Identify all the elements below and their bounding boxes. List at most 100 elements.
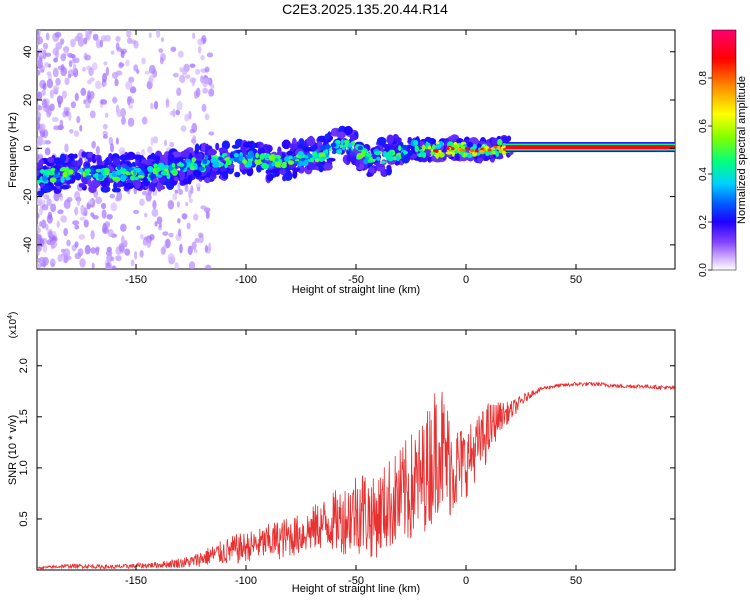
heat-cell (65, 176, 71, 181)
heat-cell (151, 208, 159, 217)
heat-cell (37, 69, 41, 76)
heat-cell (380, 160, 386, 164)
x-tick-label: -100 (235, 575, 257, 587)
heat-cell (125, 59, 130, 67)
heat-cell (179, 243, 183, 254)
heat-cell (179, 163, 185, 167)
y-tick-label: 1.0 (18, 460, 30, 475)
heat-cell (479, 149, 484, 153)
heat-cell (106, 254, 113, 262)
heat-cell (402, 144, 408, 149)
heat-cell (95, 168, 102, 173)
heat-cell (156, 30, 161, 38)
heat-cell (38, 123, 46, 132)
heat-cell (90, 247, 97, 254)
heat-cell (51, 116, 59, 123)
heat-cell (132, 154, 143, 160)
heat-cell (115, 255, 122, 262)
heat-cell (46, 78, 54, 89)
heat-cell (88, 198, 94, 205)
heat-cell (160, 170, 168, 176)
heat-cell (85, 30, 90, 40)
heat-cell (158, 223, 162, 228)
heat-cell (143, 212, 148, 218)
heat-cell (162, 231, 169, 236)
heat-cell (128, 76, 135, 83)
heat-cell (279, 168, 287, 175)
heat-cell (121, 174, 127, 182)
heat-cell (133, 40, 139, 49)
heat-cell (110, 202, 118, 212)
heat-cell (43, 194, 50, 200)
heat-cell (136, 69, 140, 74)
heat-cell (194, 150, 199, 155)
heat-cell (261, 162, 268, 169)
heat-cell (49, 89, 54, 99)
colorbar-tick-label: 0.2 (698, 215, 709, 229)
heat-cell (200, 205, 207, 210)
heat-cell (347, 142, 353, 148)
heat-cell (80, 204, 85, 215)
heat-cell (120, 223, 127, 232)
heat-cell (118, 61, 124, 69)
heat-cell (57, 100, 62, 108)
heat-cell (79, 216, 86, 221)
heat-cell (66, 239, 71, 247)
heat-cell (243, 141, 253, 148)
heat-cell (146, 158, 152, 167)
heat-cell (186, 161, 191, 166)
x-tick-label: 0 (463, 274, 469, 286)
heat-cell (403, 150, 409, 155)
heat-cell (85, 175, 92, 180)
heat-cell (288, 155, 293, 160)
heat-cell (84, 103, 91, 109)
heat-cell (102, 134, 108, 139)
heat-cell (128, 104, 134, 109)
heat-cell (164, 164, 169, 170)
heat-cell (141, 148, 145, 156)
heat-cell (114, 78, 119, 87)
heat-cell (49, 177, 57, 183)
heat-cell (233, 152, 239, 158)
heat-cell (420, 155, 428, 163)
heat-cell (67, 73, 72, 79)
heat-cell (70, 101, 76, 109)
heat-cell (287, 160, 295, 165)
heat-cell (178, 188, 184, 196)
heat-cell (470, 149, 475, 153)
heat-cell (190, 166, 196, 171)
heat-cell (197, 38, 204, 46)
heat-cell (37, 91, 43, 101)
heat-cell (59, 153, 67, 162)
heat-cell (173, 176, 179, 182)
heat-cell (176, 87, 182, 97)
spectrogram-y-ticks: -40 -20 0 20 40 (22, 46, 675, 253)
heat-cell (52, 84, 60, 93)
heat-cell (297, 151, 304, 157)
heat-cell (380, 170, 387, 176)
heat-cell (314, 158, 320, 163)
spectrogram-heatmap (37, 30, 675, 269)
heat-cell (89, 77, 95, 82)
heat-cell (188, 261, 196, 269)
heat-cell (417, 153, 425, 157)
colorbar-tick-label: 0.0 (698, 263, 709, 277)
heat-cell (84, 168, 91, 174)
heat-cell (165, 99, 170, 108)
heat-cell (501, 150, 506, 156)
heat-cell (271, 162, 276, 167)
heat-cell (218, 147, 227, 154)
heat-cell (197, 186, 201, 192)
heat-cell (225, 159, 232, 166)
heat-cell (128, 167, 135, 171)
heat-cell (366, 171, 372, 177)
heat-cell (45, 52, 52, 57)
heat-cell (45, 107, 52, 118)
heat-cell (474, 149, 479, 153)
svg-text:(x104): (x104) (7, 312, 19, 339)
heat-cell (180, 125, 187, 132)
heat-cell (127, 95, 133, 103)
heat-cell (50, 203, 57, 213)
heat-cell (113, 181, 118, 190)
heat-cell (60, 215, 68, 223)
